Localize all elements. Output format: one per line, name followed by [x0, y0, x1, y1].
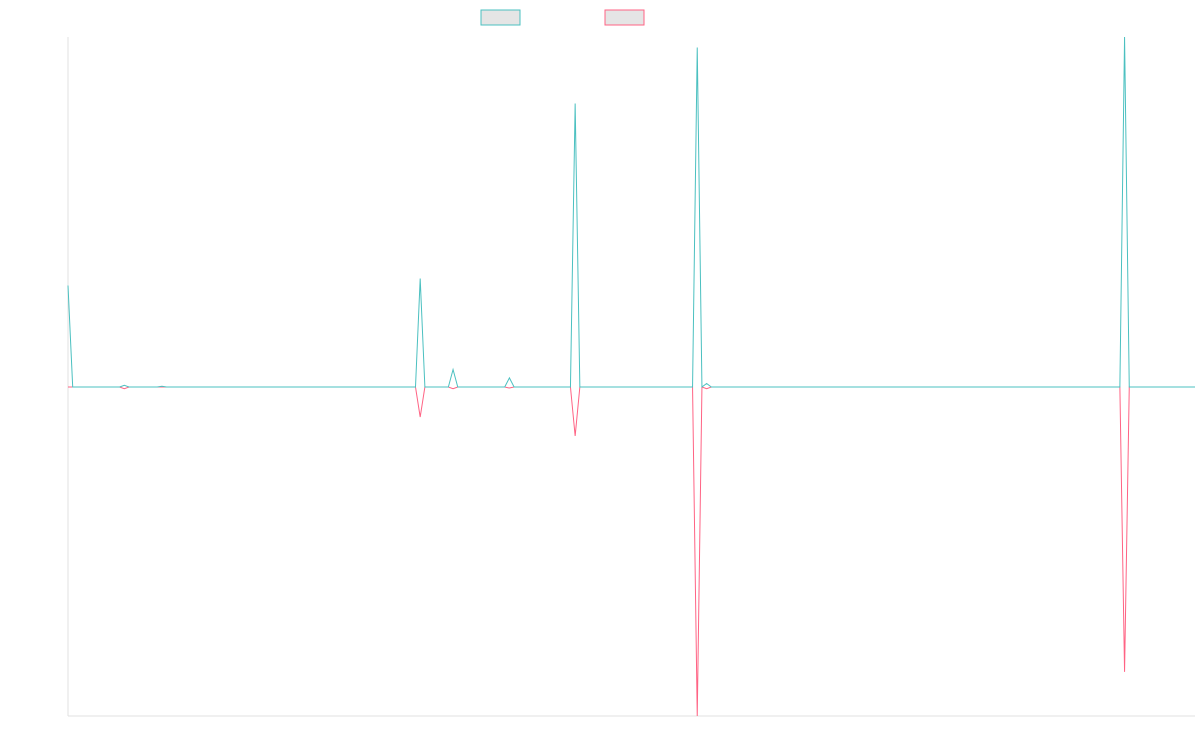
- legend: [480, 9, 645, 26]
- legend-swatch-1[interactable]: [604, 9, 645, 26]
- legend-swatch-0[interactable]: [480, 9, 521, 26]
- series-line-1: [68, 386, 1195, 717]
- series-line-0: [67, 36, 1195, 388]
